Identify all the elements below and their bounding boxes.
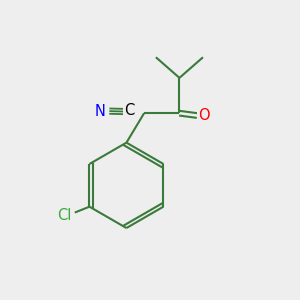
Text: C: C: [124, 103, 134, 118]
Text: O: O: [198, 108, 210, 123]
Text: N: N: [95, 103, 106, 118]
Text: Cl: Cl: [57, 208, 71, 223]
